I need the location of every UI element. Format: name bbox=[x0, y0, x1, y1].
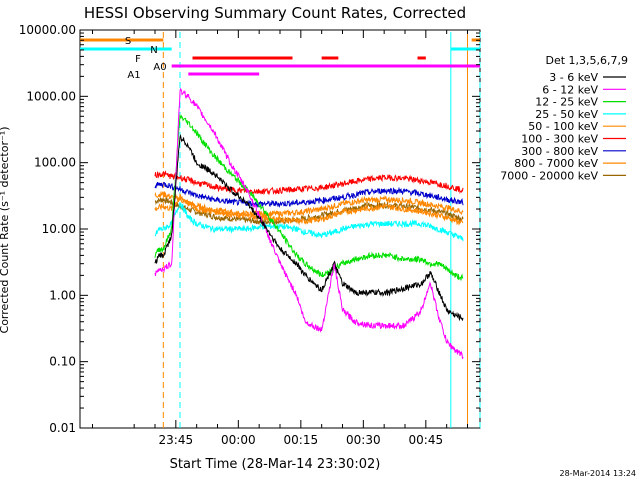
y-tick-label: 10.00 bbox=[42, 222, 76, 236]
legend-entry-label: 3 - 6 keV bbox=[549, 71, 598, 84]
series-line bbox=[154, 202, 464, 242]
legend-header: Det 1,3,5,6,7,9 bbox=[545, 54, 628, 67]
legend-entry-label: 6 - 12 keV bbox=[542, 83, 598, 96]
y-tick-label: 0.10 bbox=[49, 355, 76, 369]
legend-entry-label: 300 - 800 keV bbox=[521, 145, 598, 158]
x-tick-label: 23:45 bbox=[159, 433, 194, 447]
legend-entry-label: 100 - 300 keV bbox=[521, 133, 598, 146]
x-tick-label: 00:30 bbox=[346, 433, 381, 447]
y-axis-label: Corrected Count Rate (s⁻¹ detector⁻¹) bbox=[0, 127, 11, 334]
footer-date: 28-Mar-2014 13:24 bbox=[560, 469, 637, 478]
legend-entry-label: 800 - 7000 keV bbox=[514, 157, 598, 170]
series-line bbox=[154, 193, 464, 226]
series-line bbox=[154, 197, 464, 226]
y-tick-label: 100.00 bbox=[34, 156, 76, 170]
series-line bbox=[154, 134, 464, 322]
y-tick-label: 0.01 bbox=[49, 421, 76, 435]
legend-entry-label: 7000 - 20000 keV bbox=[500, 169, 598, 182]
legend-entry-label: 25 - 50 keV bbox=[535, 108, 598, 121]
axis-ticks: 10000.00 1000.00 100.00 10.00 1.00 0.10 0.01 23… bbox=[19, 23, 480, 447]
x-axis-label: Start Time (28-Mar-14 23:30:02) bbox=[170, 457, 381, 472]
y-tick-label: 1.00 bbox=[49, 288, 76, 302]
flag-bars: S NF A0 A1 bbox=[80, 36, 480, 81]
series-line bbox=[154, 114, 464, 281]
flag-bar-label: A1 bbox=[127, 70, 140, 81]
series-line bbox=[154, 88, 464, 359]
legend-entry-label: 50 - 100 keV bbox=[528, 120, 598, 133]
series-line bbox=[154, 170, 464, 196]
y-tick-label: 1000.00 bbox=[26, 89, 76, 103]
series-lines bbox=[154, 88, 464, 359]
x-tick-label: 00:15 bbox=[284, 433, 319, 447]
flag-bar-label: S bbox=[125, 36, 131, 47]
flag-bar-label: F bbox=[135, 54, 141, 65]
x-tick-label: 00:00 bbox=[221, 433, 256, 447]
series-line bbox=[154, 181, 464, 209]
flag-bar-label: A0 bbox=[153, 62, 166, 73]
flag-bar-label: N bbox=[150, 45, 157, 56]
chart-title: HESSI Observing Summary Count Rates, Cor… bbox=[84, 4, 466, 22]
legend-entry-label: 12 - 25 keV bbox=[535, 96, 598, 109]
y-tick-label: 10000.00 bbox=[19, 23, 76, 37]
x-tick-label: 00:45 bbox=[409, 433, 444, 447]
plot-frame bbox=[79, 29, 481, 429]
